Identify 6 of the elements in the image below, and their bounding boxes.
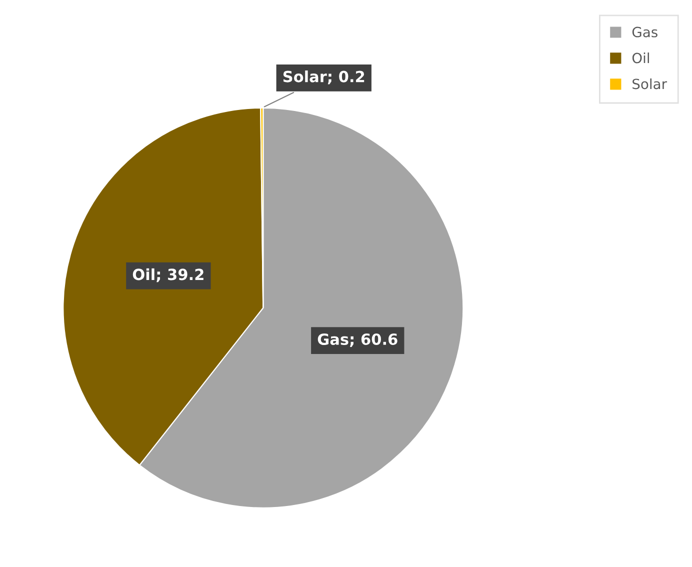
- data-label: Gas; 60.6: [318, 333, 398, 347]
- legend-label: Gas: [632, 26, 658, 38]
- data-label: Oil; 39.2: [132, 268, 204, 282]
- data-label: Solar; 0.2: [283, 70, 364, 84]
- legend-label: Solar: [632, 78, 668, 90]
- legend-label: Oil: [632, 52, 649, 64]
